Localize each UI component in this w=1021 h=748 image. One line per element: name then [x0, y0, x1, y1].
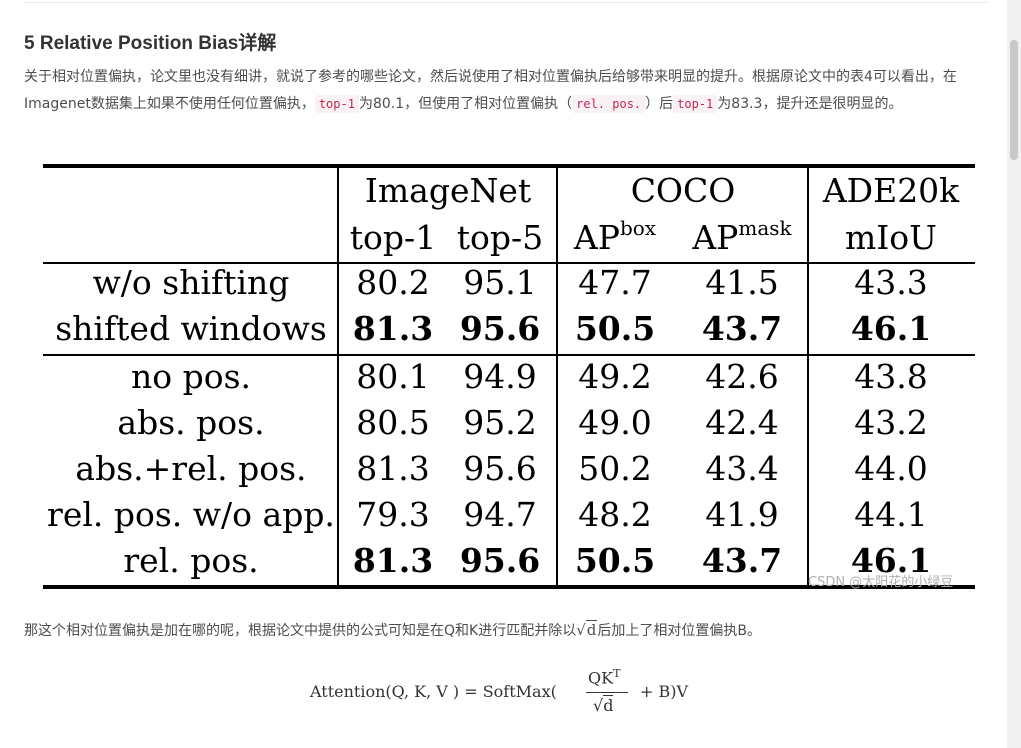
table-cell: 50.5 — [575, 541, 655, 580]
formula-numerator: QKT — [588, 667, 621, 688]
results-table: ImageNet COCO ADE20k top-1 top-5 APbox APmask m… — [43, 164, 975, 589]
table-cell: 43.4 — [705, 449, 778, 488]
table-cell: 80.2 — [356, 263, 429, 302]
intro-paragraph: 关于相对位置偏执，论文里也没有细讲，就说了参考的哪些论文，然后说使用了相对位置偏… — [24, 64, 990, 118]
table-cell: 95.1 — [463, 263, 536, 302]
table-cell: 41.9 — [705, 495, 778, 534]
group-header: COCO — [631, 171, 736, 210]
table-cell: 43.3 — [854, 263, 927, 302]
table-cell: 80.5 — [356, 403, 429, 442]
formula-intro-text-1: 那这个相对位置偏执是加在哪的呢，根据论文中提供的公式可知是在Q和K进行匹配并除以 — [24, 623, 577, 639]
table-cell: 95.6 — [460, 541, 540, 580]
scrollbar-thumb[interactable] — [1010, 40, 1018, 160]
table-cell: 95.6 — [460, 309, 540, 348]
sub-header: top-1 — [350, 218, 436, 257]
fraction-bar — [586, 692, 628, 693]
table-cell: 94.7 — [463, 495, 536, 534]
intro-text-2: 为80.1，但使用了相对位置偏执（ — [358, 96, 573, 112]
group-header: ImageNet — [365, 171, 531, 210]
formula-denominator: √d — [593, 695, 614, 715]
attention-formula: Attention(Q, K, V ) = SoftMax( QKT √d + … — [310, 664, 730, 724]
table-cell: 49.2 — [578, 357, 651, 396]
table-cell: 50.2 — [578, 449, 651, 488]
intro-text-3: ）后 — [645, 96, 674, 112]
table-cell: 48.2 — [578, 495, 651, 534]
table-cell: 50.5 — [575, 309, 655, 348]
formula-rhs: + B)V — [640, 682, 689, 701]
intro-text-1: 关于相对位置偏执，论文里也没有细讲，就说了参考的哪些论文，然后说使用了相对位置偏… — [24, 69, 957, 112]
table-cell: 47.7 — [578, 263, 651, 302]
intro-text-4: 为83.3，提升还是很明显的。 — [717, 96, 903, 112]
scrollbar[interactable] — [1007, 0, 1021, 748]
row-label: rel. pos. w/o app. — [47, 495, 335, 534]
row-label: no pos. — [131, 357, 251, 396]
sqrt-d-inline: √d — [576, 620, 598, 639]
row-label: shifted windows — [55, 309, 327, 348]
table-cell: 42.4 — [705, 403, 778, 442]
table-cell: 42.6 — [705, 357, 778, 396]
table-cell: 44.1 — [854, 495, 927, 534]
sub-header: top-5 — [457, 218, 543, 257]
table-cell: 41.5 — [705, 263, 778, 302]
sub-header: mIoU — [845, 218, 937, 257]
table-cell: 95.6 — [463, 449, 536, 488]
inline-code-top1-2: top-1 — [673, 95, 718, 113]
table-cell: 80.1 — [356, 357, 429, 396]
table-cell: 43.7 — [702, 309, 782, 348]
sub-header: APbox — [573, 216, 657, 257]
watermark: CSDN @太阳花的小绿豆 — [808, 575, 954, 590]
row-label: abs.+rel. pos. — [75, 449, 306, 488]
formula-intro-paragraph: 那这个相对位置偏执是加在哪的呢，根据论文中提供的公式可知是在Q和K进行匹配并除以… — [24, 620, 761, 640]
formula-numerator-sup: T — [613, 667, 621, 680]
table-cell: 44.0 — [854, 449, 927, 488]
table-cell: 46.1 — [851, 541, 931, 580]
table-cell: 95.2 — [463, 403, 536, 442]
table-cell: 46.1 — [851, 309, 931, 348]
sqrt-symbol: √ — [576, 621, 586, 639]
formula-lhs: Attention(Q, K, V ) = SoftMax( — [310, 682, 557, 701]
table-cell: 43.7 — [702, 541, 782, 580]
row-label: w/o shifting — [93, 263, 290, 302]
sqrt-argument: d — [585, 620, 598, 639]
inline-code-relpos: rel. pos. — [572, 95, 646, 113]
top-divider — [24, 2, 988, 3]
sub-header: APmask — [691, 216, 792, 257]
inline-code-top1: top-1 — [314, 95, 359, 113]
table-cell: 43.2 — [854, 403, 927, 442]
table-cell: 43.8 — [854, 357, 927, 396]
table-cell: 81.3 — [353, 541, 433, 580]
row-label: abs. pos. — [117, 403, 264, 442]
formula-intro-text-2: 后加上了相对位置偏执B。 — [597, 623, 761, 639]
table-cell: 49.0 — [578, 403, 651, 442]
section-heading: 5 Relative Position Bias详解 — [24, 33, 277, 54]
table-cell: 94.9 — [463, 357, 536, 396]
table-cell: 79.3 — [356, 495, 429, 534]
table-cell: 81.3 — [356, 449, 429, 488]
group-header: ADE20k — [822, 171, 960, 210]
table-cell: 81.3 — [353, 309, 433, 348]
results-table-image: ImageNet COCO ADE20k top-1 top-5 APbox APmask m… — [43, 163, 975, 591]
row-label: rel. pos. — [123, 541, 258, 580]
